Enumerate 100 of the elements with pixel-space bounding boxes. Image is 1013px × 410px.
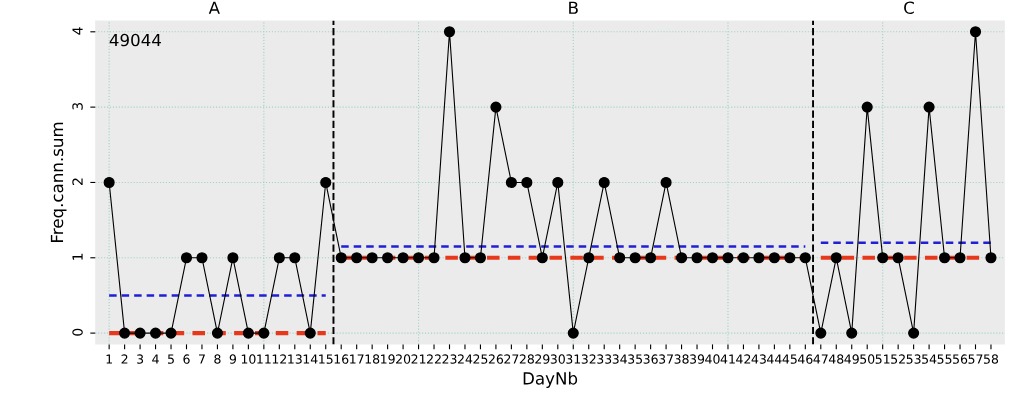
point	[428, 252, 440, 264]
point	[242, 327, 254, 339]
point	[552, 176, 564, 189]
point	[753, 252, 765, 264]
x-tick-label: 54	[922, 354, 937, 364]
point	[320, 176, 332, 189]
x-tick-label: 17	[350, 354, 364, 364]
point	[815, 327, 827, 339]
x-tick-label: 37	[659, 354, 673, 364]
x-tick-label: 48	[828, 354, 844, 364]
point	[583, 252, 595, 264]
point	[443, 26, 456, 38]
y-tick-label: 2	[72, 178, 83, 185]
x-tick-label: 55	[937, 354, 952, 364]
point	[289, 252, 301, 264]
text: A	[208, 1, 220, 14]
point	[413, 252, 425, 264]
text: B	[569, 1, 578, 14]
x-tick-label: 46	[797, 354, 813, 364]
point	[691, 252, 703, 264]
point	[490, 101, 502, 113]
x-tick-label: 4	[152, 354, 159, 364]
annotation: 49044	[109, 33, 161, 47]
point	[629, 252, 641, 264]
x-tick-label: 44	[767, 354, 782, 364]
x-tick-label: 19	[381, 354, 395, 364]
y-tick-label: 0	[72, 328, 83, 336]
point	[660, 176, 672, 189]
point	[877, 252, 889, 264]
x-tick-label: 42	[736, 354, 751, 364]
x-tick-label: 31	[566, 354, 581, 364]
x-tick-label: 15	[319, 354, 333, 364]
point	[366, 252, 378, 264]
point	[258, 327, 270, 339]
point	[969, 26, 982, 38]
point	[722, 252, 734, 264]
point	[614, 252, 626, 264]
point	[351, 252, 363, 264]
point	[397, 252, 409, 264]
x-tick-label: 52	[891, 354, 905, 364]
x-tick-label: 25	[473, 354, 488, 364]
x-tick-label: 57	[968, 354, 983, 364]
point	[923, 101, 935, 113]
point	[985, 252, 997, 264]
point	[846, 327, 858, 339]
point	[304, 327, 316, 339]
x-tick-label: 35	[628, 354, 643, 364]
text: C	[904, 1, 914, 15]
x-tick-label: 8	[214, 354, 221, 364]
x-tick-label: 49	[844, 354, 859, 364]
y-tick-label: 3	[72, 102, 83, 110]
x-tick-label: 24	[457, 354, 473, 364]
point	[598, 176, 610, 189]
point	[908, 327, 920, 339]
point	[737, 252, 749, 264]
point	[382, 252, 394, 264]
point	[505, 176, 517, 189]
x-tick-label: 43	[751, 354, 766, 364]
x-tick-label: 11	[257, 354, 271, 364]
x-tick-label: 41	[720, 354, 735, 364]
y-tick-label: 1	[72, 253, 83, 260]
point	[459, 252, 471, 264]
x-tick-label: 39	[690, 354, 705, 364]
x-tick-label: 30	[550, 354, 565, 364]
x-tick-label: 1	[106, 354, 112, 364]
point	[521, 176, 533, 189]
x-tick-label: 21	[411, 354, 426, 364]
y-axis-title: Freq.cann.sum	[50, 122, 67, 242]
point	[645, 252, 657, 264]
x-tick-label: 20	[396, 354, 411, 364]
point	[165, 327, 177, 339]
x-tick-label: 36	[643, 354, 658, 364]
x-tick-label: 56	[953, 354, 968, 364]
x-tick-label: 28	[519, 354, 534, 364]
x-tick-label: 40	[705, 354, 720, 364]
x-tick-label: 16	[334, 354, 349, 364]
x-tick-label: 23	[442, 354, 457, 364]
x-tick-label: 58	[983, 354, 999, 364]
x-tick-label: 6	[183, 354, 190, 364]
x-tick-label: 38	[674, 354, 689, 364]
point	[954, 252, 966, 264]
point	[861, 101, 873, 113]
point	[784, 252, 796, 264]
x-tick-label: 50	[860, 354, 875, 364]
point	[211, 327, 223, 339]
point	[799, 252, 811, 264]
point	[119, 327, 131, 339]
x-tick-label: 26	[488, 354, 504, 364]
point	[227, 252, 239, 264]
point	[103, 176, 115, 189]
x-tick-label: 34	[612, 354, 627, 364]
x-tick-label: 10	[241, 354, 256, 364]
x-tick-label: 9	[229, 354, 237, 364]
point	[474, 252, 486, 264]
y-tick-label: 4	[72, 27, 83, 35]
x-tick-label: 3	[137, 354, 144, 364]
x-tick-label: 14	[303, 354, 318, 364]
x-tick-label: 27	[504, 354, 519, 364]
x-tick-label: 2	[121, 354, 128, 364]
x-tick-label: 45	[782, 354, 797, 364]
